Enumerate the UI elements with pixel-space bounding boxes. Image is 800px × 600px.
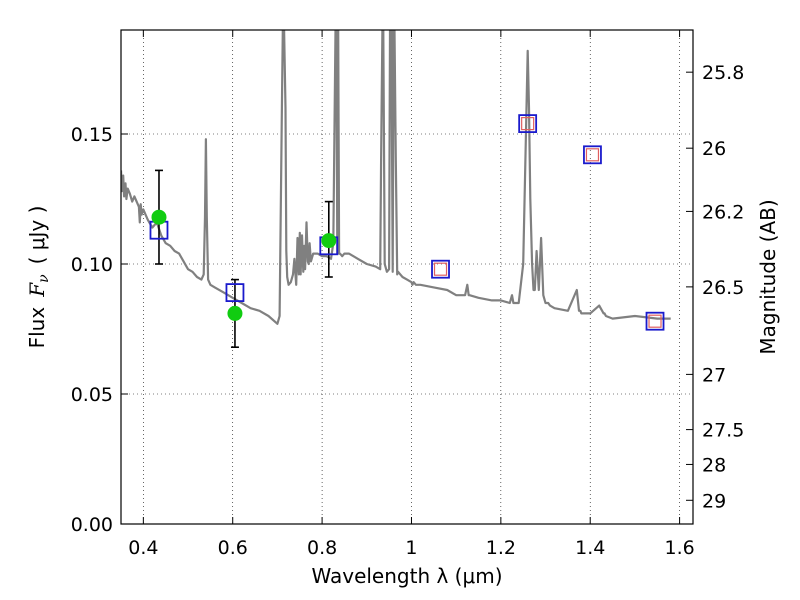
mag-tick-label: 26 (702, 138, 726, 160)
mag-tick-label: 29 (702, 490, 726, 512)
y-tick-label: 0.05 (71, 384, 113, 406)
mag-tick-label: 28 (702, 454, 726, 476)
model-photometry-point (225, 283, 245, 303)
observed-optical-point (151, 209, 167, 225)
x-tick-label: 0.8 (307, 537, 337, 559)
y-tick-label: 0.15 (71, 124, 113, 146)
x-tick-label: 1 (405, 537, 417, 559)
model-photometry-point (583, 145, 602, 165)
observed-nir-point (585, 148, 600, 162)
spectrum-line (121, 30, 671, 325)
observed-nir-point (521, 116, 535, 131)
x-axis-title: Wavelength λ (μm) (311, 564, 502, 588)
y-tick-label: 0.10 (71, 254, 113, 276)
mag-tick-label: 26.2 (702, 201, 744, 223)
x-tick-label: 1.4 (575, 537, 605, 559)
mag-tick-label: 27 (702, 364, 726, 386)
plot-frame (120, 29, 694, 525)
observed-nir-point (648, 314, 662, 328)
y-axis-title-sub: ν (36, 274, 52, 283)
observed-optical-point (321, 233, 337, 249)
mag-tick-label: 27.5 (702, 420, 744, 442)
model-photometry-point (431, 259, 450, 279)
spectrum-layer (121, 30, 671, 325)
mag-tick-label: 26.5 (702, 277, 744, 299)
model-photometry-point (645, 311, 665, 331)
y-tick-label: 0.00 (71, 514, 113, 536)
observed-nir-point (433, 262, 448, 276)
grid-lines (121, 30, 693, 524)
x-tick-label: 0.4 (128, 537, 158, 559)
observed-optical-point (227, 305, 243, 321)
y-axis-title-var: F (25, 282, 49, 298)
x-tick-label: 1.6 (664, 537, 694, 559)
marker-layer (149, 114, 665, 349)
y-axis-title: Flux Fν ( μJy ) (25, 206, 52, 349)
mag-tick-label: 25.8 (702, 62, 744, 84)
y-axis-title-unit: ( μJy ) (25, 206, 49, 265)
x-tick-label: 1.2 (486, 537, 516, 559)
y-axis-title-prefix: Flux (25, 307, 49, 349)
tick-layer: 0.4 0.6 0.8 1 1.2 1.4 1.6 0.00 0.05 0.10 0.15 25.8 2… (71, 30, 744, 559)
model-photometry-point (518, 114, 538, 133)
x-tick-label: 0.6 (218, 537, 248, 559)
right-axis-title: Magnitude (AB) (756, 199, 780, 354)
